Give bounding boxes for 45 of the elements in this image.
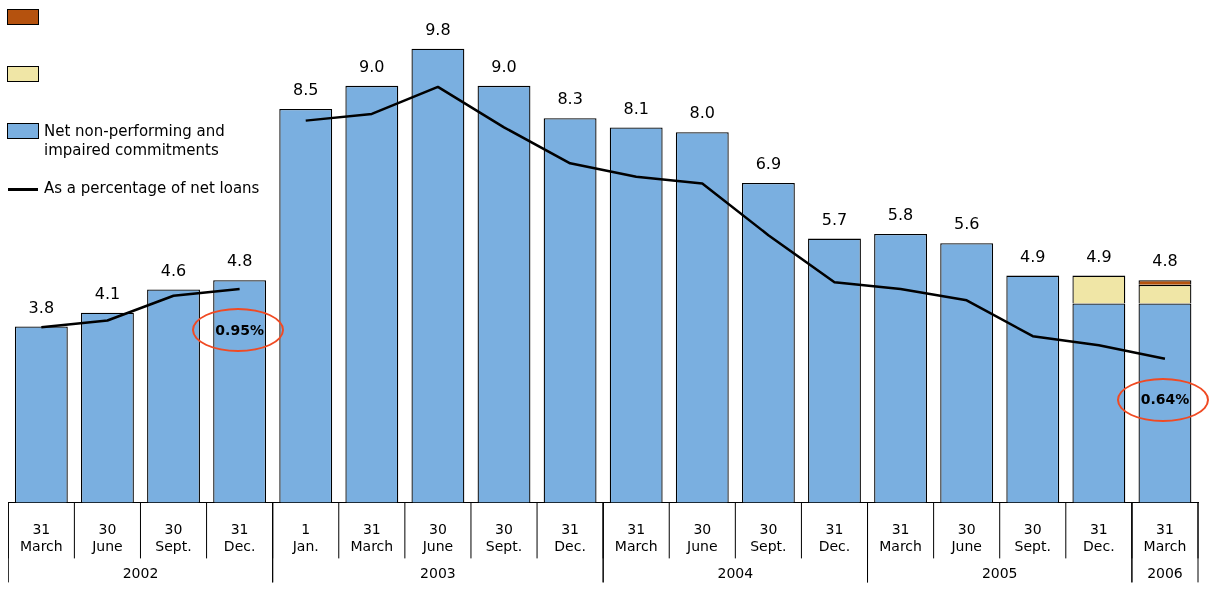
x-tick-label: 30 June bbox=[91, 521, 123, 555]
x-tick-label: 31 March bbox=[350, 521, 394, 555]
data-label: 4.1 bbox=[94, 283, 121, 303]
x-tick-label: 30 Sept. bbox=[750, 521, 787, 555]
data-label: 4.6 bbox=[160, 260, 187, 280]
data-label: 5.7 bbox=[821, 209, 848, 229]
x-tick-label: 31 Dec. bbox=[1083, 521, 1115, 555]
data-label: 8.3 bbox=[557, 89, 583, 109]
data-label: 0.95% bbox=[215, 321, 264, 338]
x-tick-label: 30 Sept. bbox=[1014, 521, 1051, 555]
data-label: 0.64% bbox=[1140, 391, 1190, 408]
data-label: 5.8 bbox=[887, 205, 914, 225]
data-label: 8.0 bbox=[689, 103, 716, 123]
text: 2005 bbox=[981, 565, 1018, 582]
text: 2004 bbox=[717, 565, 754, 582]
x-tick-label: 31 March bbox=[1143, 521, 1187, 555]
data-label: 9.0 bbox=[491, 57, 517, 77]
x-tick-label: 31 March bbox=[879, 521, 922, 555]
x-tick-label: 30 Sept. bbox=[155, 521, 192, 555]
x-tick-label: 30 Sept. bbox=[485, 521, 523, 555]
x-tick-label: 31 March bbox=[19, 521, 63, 555]
x-tick-label: 31 Dec. bbox=[223, 521, 256, 555]
x-tick-label: 30 June bbox=[950, 521, 982, 555]
legend-label: As a percentage of net loans bbox=[44, 179, 260, 198]
x-tick-label: 31 Dec. bbox=[818, 521, 851, 555]
total-label: 4.9 bbox=[1086, 246, 1112, 266]
text: 2003 bbox=[420, 565, 456, 582]
x-tick-label: 31 March bbox=[614, 521, 658, 555]
data-label: 8.1 bbox=[623, 98, 649, 118]
data-label: 6.9 bbox=[755, 154, 782, 174]
total-label: 4.8 bbox=[1152, 251, 1178, 271]
legend-label: Net non-performing and impaired commitments bbox=[44, 122, 263, 160]
x-tick-label: 1 Jan. bbox=[291, 521, 319, 555]
data-label: 5.6 bbox=[953, 214, 980, 234]
x-tick-label: 30 June bbox=[421, 521, 454, 555]
x-tick-label: 31 Dec. bbox=[554, 521, 586, 555]
data-label: 4.8 bbox=[226, 251, 253, 271]
data-label: 9.0 bbox=[359, 57, 385, 77]
text: 2002 bbox=[122, 565, 159, 582]
text: 2006 bbox=[1147, 565, 1183, 582]
data-label: 9.8 bbox=[425, 19, 451, 39]
data-label: 8.5 bbox=[292, 80, 319, 100]
data-label: 3.8 bbox=[28, 297, 55, 317]
x-tick-label: 30 June bbox=[686, 521, 718, 555]
data-label: 4.9 bbox=[1020, 246, 1046, 266]
